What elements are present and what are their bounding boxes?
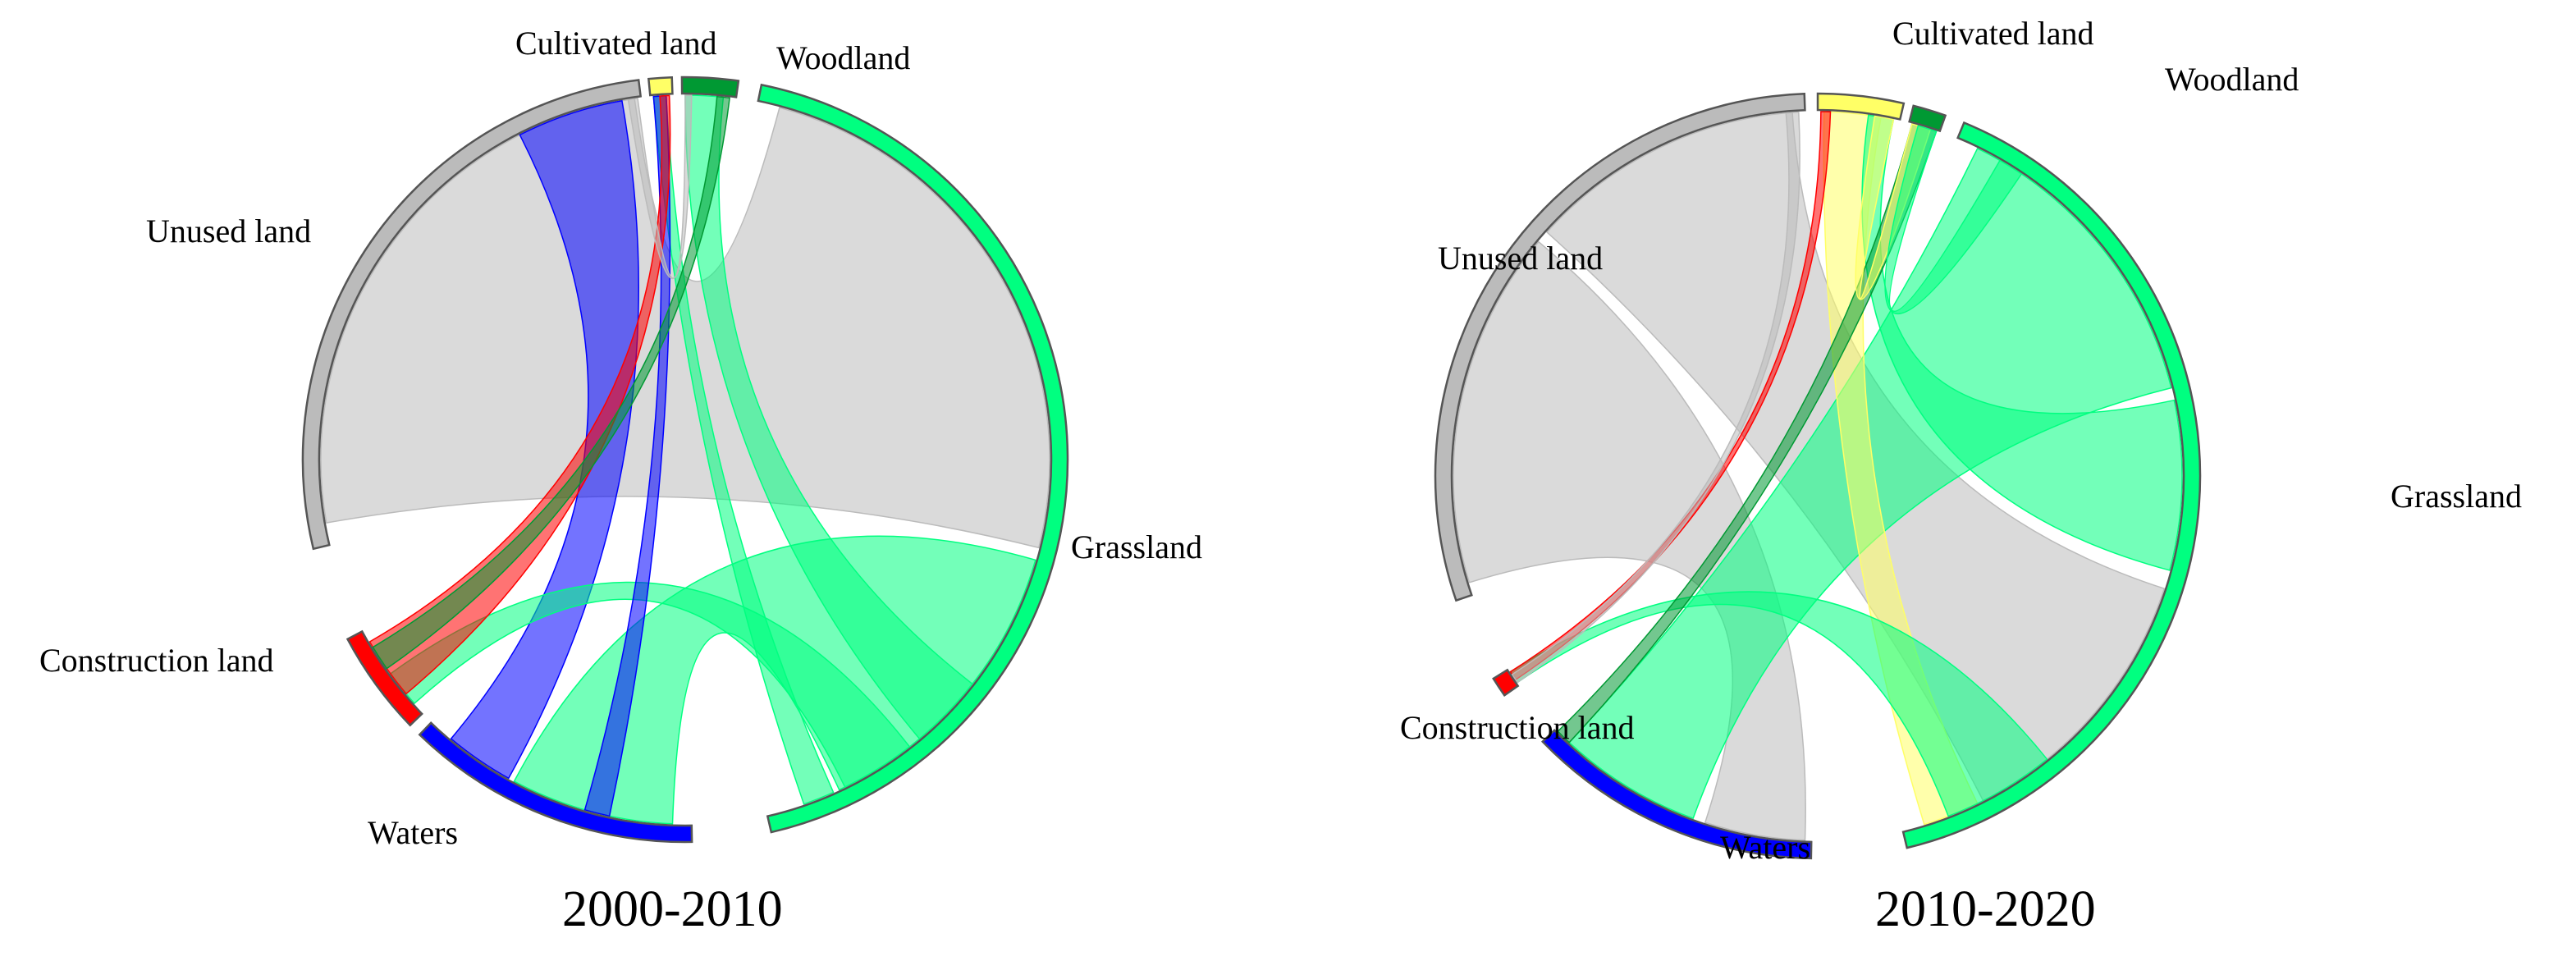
arc-grassland	[757, 83, 1069, 834]
label-construction-land: Construction land	[1400, 709, 1635, 746]
diagram-title: 2010-2020	[1875, 881, 2096, 937]
arc-waters	[418, 721, 693, 844]
arc-waters	[1541, 729, 1813, 860]
arc-woodland	[680, 76, 740, 98]
label-unused-land: Unused land	[1438, 240, 1603, 277]
chord-waters-to-unused-land	[450, 99, 639, 780]
arc-woodland	[1908, 104, 1947, 133]
arc-construction-land	[345, 629, 423, 727]
label-woodland: Woodland	[776, 39, 910, 76]
label-construction-land: Construction land	[39, 642, 274, 679]
chord-diagram-2010-2020: Cultivated land Woodland Grassland Water…	[1400, 15, 2522, 937]
chord-construction-land-to-cultivated-land	[1509, 111, 1832, 681]
chord-diagram-2000-2010: Cultivated land Woodland Grassland Water…	[39, 25, 1202, 937]
label-cultivated-land: Cultivated land	[1892, 15, 2094, 52]
arc-construction-land	[1492, 668, 1520, 698]
label-cultivated-land: Cultivated land	[515, 25, 717, 62]
chord-woodland-to-construction-land	[372, 95, 730, 670]
label-unused-land: Unused land	[146, 213, 311, 249]
arc-cultivated-land	[647, 76, 674, 97]
arc-unused-land	[301, 79, 643, 551]
arc-unused-land	[1434, 92, 1806, 602]
chord-grassland-to-construction-land	[389, 581, 911, 789]
diagram-title: 2000-2010	[562, 881, 783, 937]
chord-grassland-to-woodland	[1884, 125, 2023, 315]
label-waters: Waters	[368, 814, 458, 851]
label-grassland: Grassland	[2391, 478, 2522, 515]
label-woodland: Woodland	[2165, 61, 2299, 98]
chord-unused-land-to-woodland	[627, 94, 693, 279]
label-waters: Waters	[1720, 829, 1810, 866]
label-grassland: Grassland	[1071, 529, 1202, 565]
arc-grassland	[1901, 121, 2202, 849]
chord-unused-land-to-construction-land	[1511, 111, 1800, 684]
arc-cultivated-land	[1816, 92, 1906, 121]
